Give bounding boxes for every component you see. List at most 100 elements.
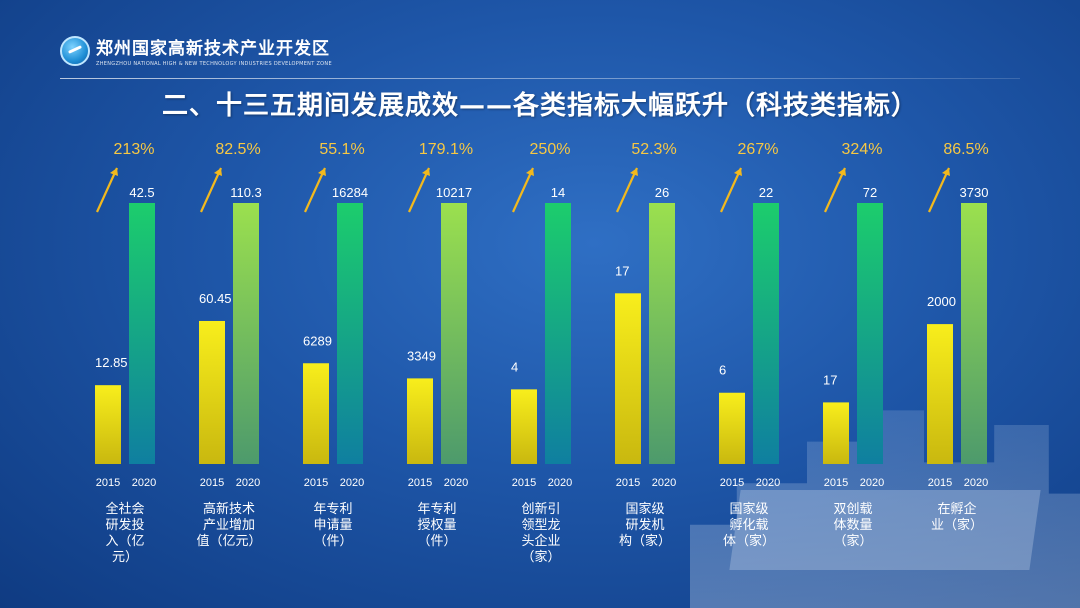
category-label: 创新引	[521, 501, 560, 517]
value-label-2020: 110.3	[230, 185, 262, 200]
category-label: 研发投	[105, 517, 144, 533]
growth-arrowhead-icon	[942, 168, 950, 176]
category-label: 值（亿元）	[196, 533, 261, 549]
growth-arrowhead-icon	[110, 168, 118, 176]
year-tick-label: 2015	[824, 477, 848, 489]
value-label-2015: 2000	[927, 294, 956, 309]
value-label-2015: 4	[511, 359, 518, 374]
category-label: 国家级	[729, 501, 768, 517]
year-tick-label: 2020	[340, 477, 364, 489]
growth-arrowhead-icon	[214, 168, 222, 176]
growth-arrow-icon	[615, 167, 639, 213]
logo-icon	[60, 35, 90, 66]
year-tick-label: 2015	[616, 477, 640, 489]
bar-2015	[823, 402, 849, 464]
year-tick-label: 2020	[652, 477, 676, 489]
growth-arrow-icon	[303, 167, 327, 213]
category-label: （家）	[833, 533, 872, 549]
category-label: （件）	[313, 534, 352, 549]
bar-2015	[407, 378, 433, 464]
category-label: 元）	[112, 550, 138, 565]
year-tick-label: 2020	[444, 477, 468, 489]
logo-name-en: ZHENGZHOU NATIONAL HIGH & NEW TECHNOLOGY…	[96, 61, 332, 67]
growth-label: 55.1%	[319, 141, 364, 158]
category-label: （件）	[417, 534, 456, 549]
value-label-2015: 6289	[303, 333, 332, 348]
category-label: 入（亿	[105, 534, 144, 549]
value-label-2015: 3349	[407, 348, 436, 363]
growth-arrowhead-icon	[838, 168, 846, 176]
bar-2020	[545, 203, 571, 464]
category-label: 孵化载	[729, 518, 768, 533]
growth-arrow-icon	[823, 167, 847, 213]
category-label: 在孵企	[937, 501, 976, 517]
year-tick-label: 2015	[512, 477, 536, 489]
category-label: 头企业	[521, 533, 560, 549]
growth-label: 86.5%	[943, 141, 988, 158]
growth-label: 250%	[530, 141, 571, 158]
growth-arrowhead-icon	[734, 168, 742, 176]
growth-arrow-icon	[407, 167, 431, 213]
logo: 郑州国家高新技术产业开发区 ZHENGZHOU NATIONAL HIGH & …	[60, 34, 332, 67]
category-label: （家）	[521, 549, 560, 565]
growth-arrow-icon	[719, 167, 743, 213]
year-tick-label: 2020	[236, 477, 260, 489]
logo-name-cn: 郑州国家高新技术产业开发区	[96, 39, 330, 59]
value-label-2020: 10217	[436, 185, 472, 200]
bar-2020	[753, 203, 779, 464]
category-label: 申请量	[313, 518, 352, 533]
category-label: 构（家）	[619, 533, 671, 549]
value-label-2020: 72	[863, 185, 877, 200]
growth-label: 213%	[114, 141, 155, 158]
category-label: 双创载	[833, 502, 872, 517]
bar-2015	[95, 385, 121, 464]
growth-label: 52.3%	[631, 141, 676, 158]
year-tick-label: 2020	[860, 477, 884, 489]
category-label: 年专利	[417, 502, 456, 517]
bar-2015	[303, 363, 329, 464]
growth-arrow-icon	[927, 167, 951, 213]
category-label: 体（家）	[723, 533, 775, 549]
bar-2015	[615, 293, 641, 464]
growth-label: 267%	[738, 141, 779, 158]
category-label: 研发机	[625, 517, 664, 533]
bar-2020	[233, 203, 259, 464]
year-tick-label: 2020	[132, 477, 156, 489]
value-label-2020: 3730	[960, 185, 989, 200]
category-label: 高新技术	[203, 501, 255, 517]
growth-arrow-icon	[199, 167, 223, 213]
value-label-2020: 26	[655, 185, 669, 200]
value-label-2015: 12.85	[95, 355, 128, 370]
growth-label: 82.5%	[215, 141, 260, 158]
bar-2015	[199, 320, 225, 464]
category-label: 年专利	[313, 502, 352, 517]
category-label: 国家级	[625, 501, 664, 517]
value-label-2020: 42.5	[129, 185, 154, 200]
growth-arrow-icon	[95, 167, 119, 213]
growth-arrowhead-icon	[422, 168, 430, 176]
page-title: 二、十三五期间发展成效——各类指标大幅跃升（科技类指标）	[161, 91, 918, 121]
growth-label: 179.1%	[419, 141, 473, 158]
category-label: 领型龙	[521, 518, 560, 533]
header-divider	[60, 78, 1020, 79]
value-label-2015: 6	[719, 363, 726, 378]
bar-2020	[649, 203, 675, 464]
category-label: 产业增加	[203, 518, 255, 533]
bar-2020	[961, 203, 987, 464]
category-label: 业（家）	[931, 517, 983, 533]
growth-arrow-icon	[511, 167, 535, 213]
value-label-2020: 14	[551, 185, 565, 200]
category-label: 体数量	[833, 518, 872, 533]
bar-2020	[441, 203, 467, 464]
year-tick-label: 2020	[548, 477, 572, 489]
value-label-2015: 60.45	[199, 291, 232, 306]
growth-arrowhead-icon	[526, 168, 534, 176]
year-tick-label: 2015	[96, 477, 120, 489]
year-tick-label: 2015	[200, 477, 224, 489]
value-label-2015: 17	[615, 263, 629, 278]
year-tick-label: 2020	[964, 477, 988, 489]
year-tick-label: 2015	[720, 477, 744, 489]
value-label-2015: 17	[823, 372, 837, 387]
growth-arrowhead-icon	[630, 168, 638, 176]
